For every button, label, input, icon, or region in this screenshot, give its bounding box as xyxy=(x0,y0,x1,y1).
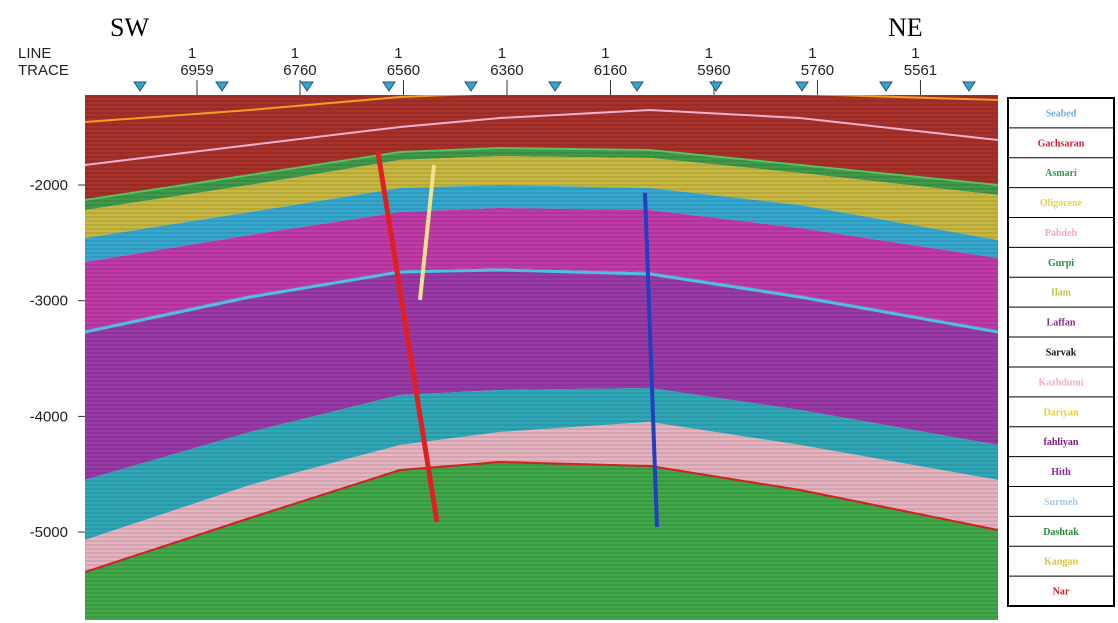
horizon xyxy=(85,460,998,573)
layer-texture xyxy=(85,462,998,620)
shotpoint-marker xyxy=(548,81,562,92)
line-label: 1 xyxy=(188,45,196,62)
legend-label: Surmeh xyxy=(1044,497,1078,508)
legend-label: Nar xyxy=(1053,587,1070,598)
depth-tick-label: -4000 xyxy=(30,408,68,425)
legend-label: Dariyan xyxy=(1044,407,1079,418)
line-label: 1 xyxy=(911,45,919,62)
horizon xyxy=(85,108,998,166)
shotpoint-marker xyxy=(795,81,809,92)
legend-box xyxy=(1007,97,1115,607)
line-label: 1 xyxy=(601,45,609,62)
layer-texture xyxy=(85,156,998,240)
layer-texture xyxy=(85,148,998,210)
legend-label: Pabdeh xyxy=(1045,228,1078,239)
legend-label: Dashtak xyxy=(1043,527,1079,538)
trace-label: 6760 xyxy=(283,62,316,79)
horizon xyxy=(85,268,998,334)
legend-label: Oligocene xyxy=(1040,198,1083,209)
depth-tick-label: -2000 xyxy=(30,177,68,194)
layer-texture xyxy=(85,208,998,330)
well xyxy=(375,151,440,523)
line-label: 1 xyxy=(291,45,299,62)
shotpoint-marker xyxy=(464,81,478,92)
shotpoint-marker xyxy=(709,81,723,92)
line-label: 1 xyxy=(808,45,816,62)
shotpoint-marker xyxy=(215,81,229,92)
legend-label: Gurpi xyxy=(1048,258,1074,269)
shotpoint-marker xyxy=(133,81,147,92)
trace-label: 5561 xyxy=(904,62,937,79)
shotpoint-marker xyxy=(879,81,893,92)
legend-label: Seabed xyxy=(1046,108,1077,119)
shotpoint-marker xyxy=(382,81,396,92)
axis-title: LINE xyxy=(18,45,51,62)
legend-label: Laffan xyxy=(1047,318,1076,329)
direction-label: NE xyxy=(888,13,923,42)
layer-texture xyxy=(85,185,998,262)
legend-label: Gachsaran xyxy=(1038,138,1085,149)
axes: 1695916760165601636016160159601576015561… xyxy=(30,45,976,541)
depth-tick-label: -3000 xyxy=(30,293,68,310)
well xyxy=(418,164,436,301)
shotpoint-marker xyxy=(300,81,314,92)
shotpoint-marker xyxy=(630,81,644,92)
legend-label: Sarvak xyxy=(1046,348,1077,359)
trace-label: 5960 xyxy=(697,62,730,79)
legend-label: Ilam xyxy=(1051,288,1072,299)
trace-label: 6360 xyxy=(490,62,523,79)
legend-label: Kazhdumi xyxy=(1038,377,1083,388)
line-label: 1 xyxy=(394,45,402,62)
depth-tick-label: -5000 xyxy=(30,524,68,541)
layer-texture xyxy=(85,95,998,200)
legend-label: Asmari xyxy=(1045,168,1077,179)
line-label: 1 xyxy=(705,45,713,62)
direction-label: SW xyxy=(110,13,149,42)
legend-label: fahliyan xyxy=(1043,437,1078,448)
legend: Seabed Gachsaran Asmari Oligocene Pabdeh Gurp… xyxy=(1008,108,1114,598)
axis-title: TRACE xyxy=(18,62,69,79)
trace-label: 6160 xyxy=(594,62,627,79)
legend-label: Kangan xyxy=(1044,557,1078,568)
trace-label: 6959 xyxy=(180,62,213,79)
horizon xyxy=(85,95,998,123)
legend-label: Hith xyxy=(1051,467,1071,478)
shotpoint-marker xyxy=(962,81,976,92)
well xyxy=(643,192,659,528)
layer-texture xyxy=(85,268,998,480)
horizon xyxy=(85,146,998,201)
trace-label: 5760 xyxy=(801,62,834,79)
line-label: 1 xyxy=(498,45,506,62)
layer-texture xyxy=(85,422,998,572)
seismic-section xyxy=(85,95,998,620)
layer-texture xyxy=(85,388,998,540)
trace-label: 6560 xyxy=(387,62,420,79)
